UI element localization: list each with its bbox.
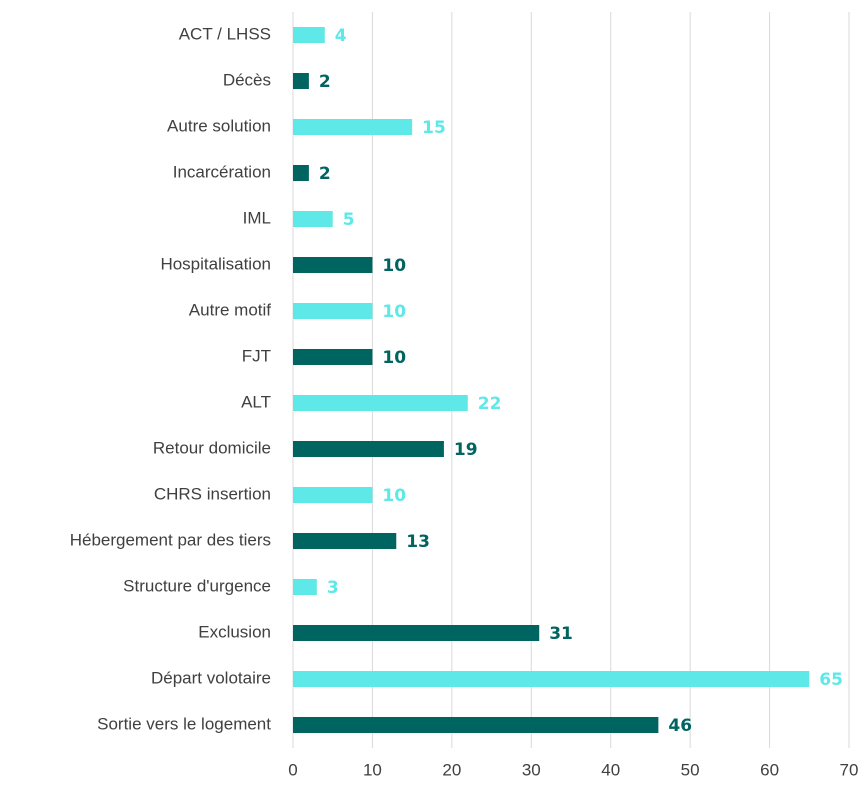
y-tick-label: Autre solution	[167, 116, 271, 135]
value-label: 2	[319, 164, 331, 184]
x-tick-label: 10	[363, 760, 382, 779]
bar	[293, 625, 540, 641]
x-tick-label: 0	[288, 760, 297, 779]
value-label: 10	[382, 348, 406, 368]
bar	[293, 211, 333, 227]
value-label: 19	[454, 440, 478, 460]
value-label: 5	[343, 210, 355, 230]
x-tick-label: 70	[840, 760, 859, 779]
value-label: 31	[549, 624, 573, 644]
value-label: 10	[382, 302, 406, 322]
value-label: 22	[478, 394, 502, 414]
y-tick-label: ACT / LHSS	[179, 24, 271, 43]
bar	[293, 165, 309, 181]
value-label: 65	[819, 670, 843, 690]
value-label: 10	[382, 256, 406, 276]
value-label: 46	[668, 716, 692, 736]
x-tick-label: 30	[522, 760, 541, 779]
bar	[293, 441, 444, 457]
bar	[293, 579, 317, 595]
y-tick-label: Incarcération	[173, 162, 271, 181]
y-tick-label: Retour domicile	[153, 438, 271, 457]
bar	[293, 349, 373, 365]
y-tick-label: Hébergement par des tiers	[70, 530, 271, 549]
y-tick-label: Décès	[223, 70, 271, 89]
x-tick-label: 50	[681, 760, 700, 779]
bar	[293, 257, 373, 273]
y-tick-label: Exclusion	[198, 622, 271, 641]
value-label: 3	[327, 578, 339, 598]
bar	[293, 27, 325, 43]
y-tick-label: CHRS insertion	[154, 484, 271, 503]
bar	[293, 119, 413, 135]
y-tick-label: FJT	[242, 346, 271, 365]
value-label: 15	[422, 118, 446, 138]
value-label: 13	[406, 532, 430, 552]
y-tick-label: Structure d'urgence	[123, 576, 271, 595]
y-tick-label: Autre motif	[189, 300, 271, 319]
bar	[293, 533, 397, 549]
bar	[293, 671, 810, 687]
x-tick-label: 40	[601, 760, 620, 779]
y-tick-label: Sortie vers le logement	[97, 714, 271, 733]
y-tick-label: Départ volotaire	[151, 668, 271, 687]
value-label: 10	[382, 486, 406, 506]
value-label: 2	[319, 72, 331, 92]
x-tick-label: 20	[442, 760, 461, 779]
bar	[293, 717, 659, 733]
y-tick-label: ALT	[241, 392, 271, 411]
bar	[293, 395, 468, 411]
bar	[293, 303, 373, 319]
bar	[293, 73, 309, 89]
y-tick-label: IML	[243, 208, 271, 227]
bar	[293, 487, 373, 503]
x-tick-label: 60	[760, 760, 779, 779]
y-tick-label: Hospitalisation	[160, 254, 271, 273]
value-label: 4	[335, 26, 347, 46]
